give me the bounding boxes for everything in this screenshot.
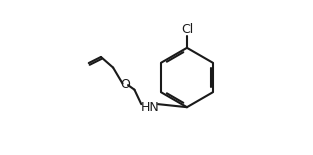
Text: Cl: Cl xyxy=(181,23,193,36)
Text: HN: HN xyxy=(140,101,159,114)
Text: O: O xyxy=(121,78,130,91)
